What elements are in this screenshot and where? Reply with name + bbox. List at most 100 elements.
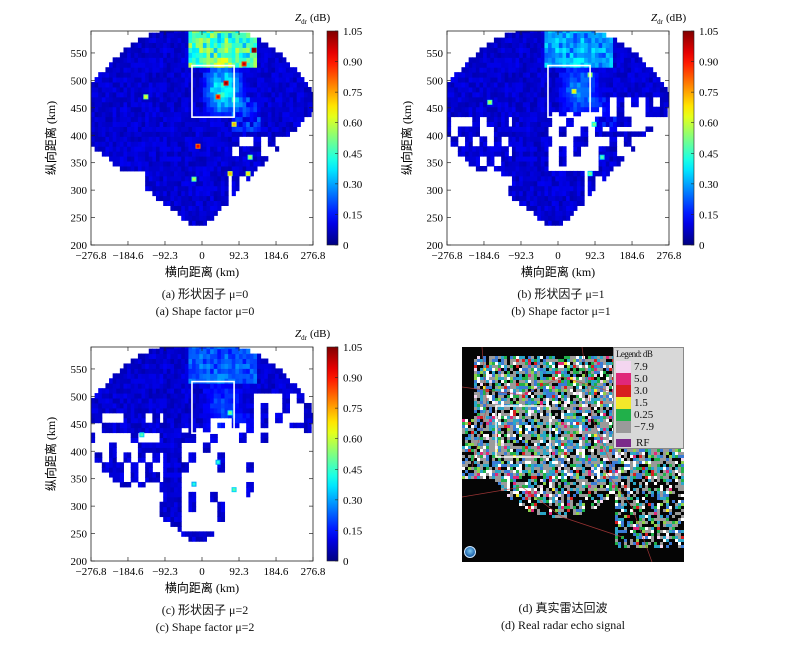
legend-swatch-rf (616, 439, 631, 447)
legend-swatch (616, 409, 631, 421)
legend-label: 3.0 (634, 385, 648, 397)
chart-a: −276.8 −184.6 −92.3 0 92.3 184.6 276.8 200 250 30… (43, 12, 363, 279)
caption-d-cn: (d) 真实雷达回波 (518, 601, 608, 615)
x-tick-label: 184.6 (264, 566, 289, 578)
x-tick-label: 276.8 (301, 250, 326, 262)
colorbar-tick-label: 0.75 (343, 87, 363, 99)
x-axis-label: 横向距离 (km) (165, 264, 239, 279)
y-tick-label: 300 (71, 185, 88, 197)
y-tick-label: 400 (71, 130, 88, 142)
colorbar-tick-label: 0 (343, 556, 349, 568)
y-tick-label: 200 (427, 240, 444, 252)
colorbar-tick-label: 1.05 (343, 342, 363, 354)
caption-c-en: (c) Shape factor μ=2 (155, 620, 255, 634)
colorbar-tick-label: 0.60 (343, 434, 363, 446)
y-tick-label: 200 (71, 240, 88, 252)
radar-field-a (91, 31, 313, 226)
colorbar-tick-label: 0.15 (343, 209, 363, 221)
caption-a-cn: (a) 形状因子 μ=0 (161, 287, 249, 301)
caption-c: (c) 形状因子 μ=2 (c) Shape factor μ=2 (55, 602, 355, 636)
legend-label: 0.25 (634, 409, 654, 421)
y-tick-label: 300 (427, 185, 444, 197)
x-tick-label: 184.6 (264, 250, 289, 262)
caption-b-cn: (b) 形状因子 μ=1 (517, 287, 605, 301)
legend-swatch (616, 385, 631, 397)
radar-legend-entry: −7.9 (616, 421, 654, 433)
y-tick-label: 450 (427, 103, 444, 115)
x-tick-label: −184.6 (112, 250, 143, 262)
x-tick-label: 92.3 (585, 250, 605, 262)
y-tick-label: 500 (71, 391, 88, 403)
colorbar (682, 30, 695, 246)
x-axis-label: 横向距离 (km) (521, 264, 595, 279)
y-tick-label: 550 (427, 48, 444, 60)
y-tick-label: 350 (427, 158, 444, 170)
y-tick-label: 250 (71, 213, 88, 225)
colorbar-tick-label: 0.75 (343, 403, 363, 415)
y-axis-label: 纵向距离 (km) (43, 417, 58, 491)
x-tick-label: −92.3 (508, 250, 534, 262)
caption-c-cn: (c) 形状因子 μ=2 (161, 603, 249, 617)
colorbar-tick-label: 0.75 (699, 87, 719, 99)
caption-a: (a) 形状因子 μ=0 (a) Shape factor μ=0 (55, 286, 355, 320)
colorbar-title: Zdr (dB) (651, 12, 686, 26)
radar-legend-rf: RF (616, 436, 654, 450)
colorbar-tick-label: 0.90 (343, 57, 363, 69)
legend-swatch (616, 397, 631, 409)
radar-legend-entry: 7.9 (616, 361, 654, 373)
colorbar-tick-label: 0.15 (343, 525, 363, 537)
legend-label-rf: RF (636, 437, 650, 449)
legend-label: −7.9 (634, 421, 654, 433)
colorbar-tick-label: 0 (699, 240, 705, 252)
y-tick-label: 550 (71, 48, 88, 60)
region-box (191, 380, 235, 434)
x-tick-label: −92.3 (152, 250, 178, 262)
colorbar-tick-label: 0.90 (343, 373, 363, 385)
legend-label: 1.5 (634, 397, 648, 409)
caption-b-en: (b) Shape factor μ=1 (511, 304, 611, 318)
x-tick-label: −276.8 (76, 566, 107, 578)
colorbar-tick-label: 0.45 (699, 148, 719, 160)
y-tick-label: 500 (71, 75, 88, 87)
y-tick-label: 350 (71, 158, 88, 170)
y-tick-label: 400 (71, 446, 88, 458)
y-tick-label: 450 (71, 419, 88, 431)
colorbar-tick-label: 1.05 (343, 26, 363, 38)
y-axis-label: 纵向距离 (km) (43, 101, 58, 175)
colorbar-tick-label: 0 (343, 240, 349, 252)
region-box (547, 64, 591, 118)
radar-legend-entry: 1.5 (616, 397, 654, 409)
legend-label: 7.9 (634, 361, 648, 373)
y-tick-label: 300 (71, 501, 88, 513)
colorbar-title: Zdr (dB) (295, 12, 330, 26)
colorbar-tick-label: 0.45 (343, 464, 363, 476)
colorbar-tick-label: 0.30 (699, 179, 719, 191)
panel-d: Legend: dB 7.9 5.0 3.0 1.5 0.25 −7.9 RF (462, 347, 684, 562)
colorbar-tick-label: 0.45 (343, 148, 363, 160)
real-region-box (495, 405, 551, 458)
x-tick-label: −276.8 (432, 250, 463, 262)
caption-a-en: (a) Shape factor μ=0 (155, 304, 255, 318)
radar-legend-entry: 0.25 (616, 409, 654, 421)
legend-swatch (616, 361, 631, 373)
y-tick-label: 400 (427, 130, 444, 142)
x-tick-label: −184.6 (112, 566, 143, 578)
radar-legend-title: Legend: dB (616, 349, 653, 359)
radar-legend: Legend: dB 7.9 5.0 3.0 1.5 0.25 −7.9 RF (613, 347, 684, 449)
x-tick-label: 184.6 (620, 250, 645, 262)
chart-b: −276.8 −184.6 −92.3 0 92.3 184.6 276.8 200 250 30… (399, 12, 719, 279)
radar-legend-entry: 5.0 (616, 373, 654, 385)
y-tick-label: 200 (71, 556, 88, 568)
x-tick-label: 92.3 (229, 566, 249, 578)
y-tick-label: 500 (427, 75, 444, 87)
region-box (191, 64, 235, 118)
x-tick-label: 276.8 (301, 566, 326, 578)
x-tick-label: −276.8 (76, 250, 107, 262)
radar-field-c (91, 347, 313, 542)
x-tick-label: 0 (199, 566, 205, 578)
colorbar-tick-label: 1.05 (699, 26, 719, 38)
y-tick-label: 250 (71, 529, 88, 541)
colorbar (326, 30, 339, 246)
x-tick-label: 0 (555, 250, 561, 262)
